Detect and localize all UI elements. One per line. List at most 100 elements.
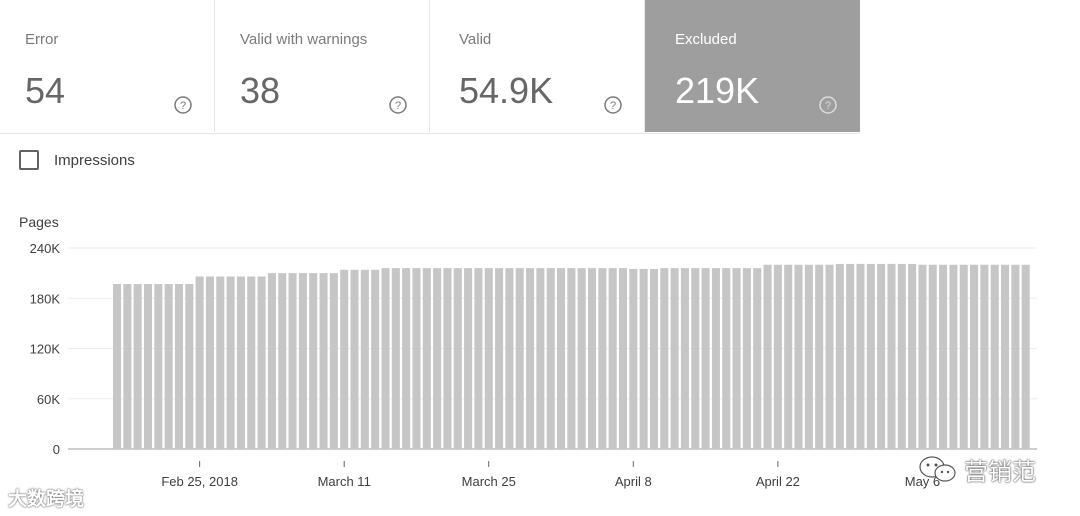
bar[interactable] [319,273,328,450]
bar[interactable] [453,268,462,449]
bar[interactable] [918,264,927,449]
valid-with-warnings-card[interactable]: Valid with warnings 38 ? [215,0,430,132]
bar[interactable] [794,264,803,449]
bar[interactable] [639,268,648,449]
bar[interactable] [887,263,896,449]
bar[interactable] [1001,264,1010,449]
bar[interactable] [949,264,958,449]
bar[interactable] [846,263,855,449]
bar[interactable] [784,264,793,449]
bar[interactable] [835,263,844,449]
bar[interactable] [123,284,132,449]
bar[interactable] [433,268,442,449]
bar[interactable] [877,263,886,449]
bar[interactable] [185,284,194,449]
bar[interactable] [371,269,380,449]
bar[interactable] [577,268,586,449]
bar[interactable] [174,284,184,449]
bar[interactable] [753,268,762,449]
bar[interactable] [990,264,999,449]
bar[interactable] [587,268,597,449]
bar[interactable] [546,268,555,449]
bar[interactable] [526,268,535,449]
bar[interactable] [970,264,979,449]
help-icon[interactable]: ? [174,96,192,114]
bar[interactable] [660,268,669,449]
bar[interactable] [226,276,235,449]
bar[interactable] [536,268,545,449]
bar[interactable] [722,268,731,449]
bar[interactable] [908,263,917,449]
bar[interactable] [278,273,287,450]
bar[interactable] [195,276,204,449]
bar[interactable] [680,268,689,449]
bar[interactable] [629,268,638,449]
bar[interactable] [598,268,607,449]
bar[interactable] [402,268,411,449]
impressions-checkbox[interactable] [19,150,39,170]
bar[interactable] [691,268,700,449]
bar[interactable] [381,268,390,449]
bar[interactable] [412,268,421,449]
bar[interactable] [557,268,566,449]
bar[interactable] [360,269,369,449]
bar[interactable] [464,268,473,449]
bar[interactable] [391,268,400,449]
bar[interactable] [649,268,658,449]
bar[interactable] [732,268,741,449]
bar[interactable] [1021,264,1030,449]
bar[interactable] [1011,264,1020,449]
bar[interactable] [340,269,349,449]
bar[interactable] [205,276,214,449]
bar[interactable] [257,276,266,449]
bar[interactable] [484,268,493,449]
bar[interactable] [133,284,142,449]
bar[interactable] [267,273,276,450]
bar[interactable] [505,268,514,449]
bar[interactable] [773,264,782,449]
bar[interactable] [742,268,751,449]
bar[interactable] [763,264,772,449]
bar[interactable] [515,268,524,449]
bar[interactable] [329,273,338,450]
bar[interactable] [825,264,834,449]
bar[interactable] [422,268,431,449]
bar[interactable] [298,273,307,450]
bar[interactable] [309,273,318,450]
bar[interactable] [164,284,173,449]
bar[interactable] [350,269,359,449]
help-icon[interactable]: ? [604,96,622,114]
bar[interactable] [113,284,122,449]
bar[interactable] [236,276,245,449]
bar[interactable] [897,263,906,449]
bar[interactable] [701,268,710,449]
bar[interactable] [618,268,628,449]
bar[interactable] [288,273,297,450]
bar[interactable] [980,264,989,449]
bar[interactable] [670,268,679,449]
help-icon[interactable]: ? [389,96,407,114]
bar[interactable] [143,284,153,449]
bar[interactable] [247,276,256,449]
bar[interactable] [216,276,225,449]
bar[interactable] [939,264,948,449]
help-icon[interactable]: ? [819,96,837,114]
bar[interactable] [154,284,163,449]
bar[interactable] [959,264,968,449]
valid-card[interactable]: Valid 54.9K ? [430,0,645,132]
excluded-card[interactable]: Excluded 219K ? [645,0,860,132]
impressions-toggle[interactable]: Impressions [19,150,135,170]
bar[interactable] [711,268,720,449]
bar[interactable] [856,263,865,449]
bar[interactable] [474,268,483,449]
impressions-label: Impressions [54,151,135,169]
bar[interactable] [567,268,576,449]
bar[interactable] [804,264,813,449]
bar[interactable] [443,268,452,449]
bar[interactable] [495,268,504,449]
error-card[interactable]: Error 54 ? [0,0,215,132]
bar[interactable] [608,268,617,449]
bar[interactable] [866,263,875,449]
bar[interactable] [928,264,937,449]
bar[interactable] [815,264,824,449]
